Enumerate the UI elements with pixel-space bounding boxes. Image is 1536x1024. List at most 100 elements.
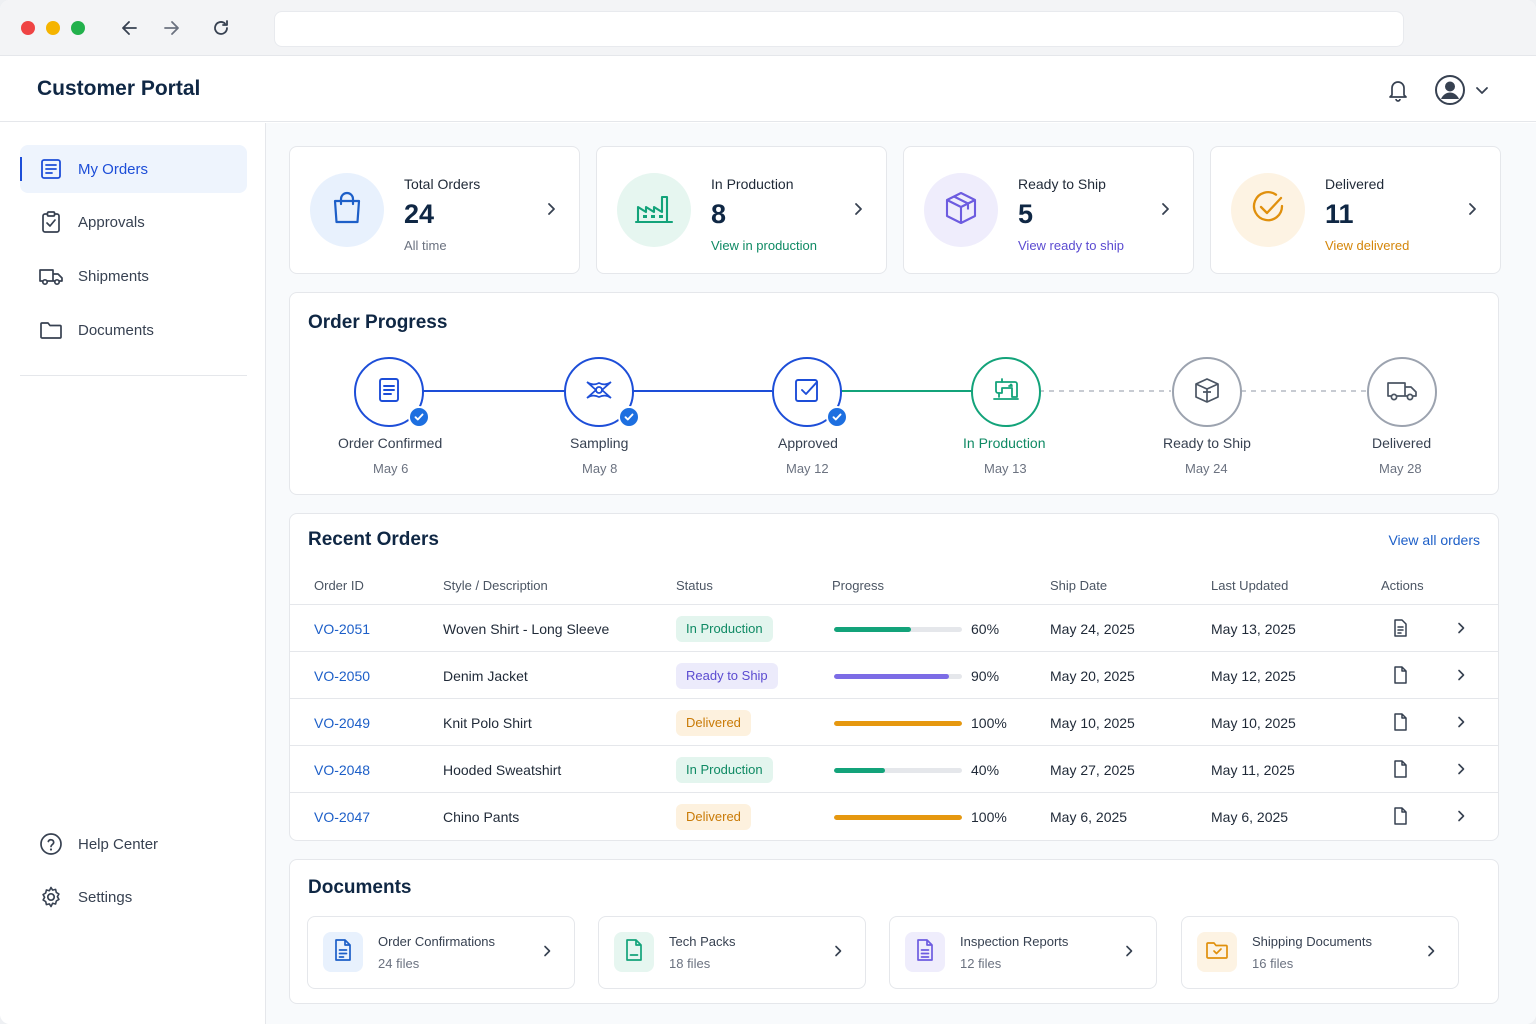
clipboard-check-icon <box>38 209 64 235</box>
user-avatar-icon[interactable] <box>1434 74 1466 106</box>
ship-date: May 10, 2025 <box>1050 715 1135 731</box>
doc-count: 18 files <box>669 956 711 971</box>
reload-icon[interactable] <box>209 16 233 40</box>
file-icon[interactable] <box>1390 806 1410 826</box>
stat-icon-circle <box>924 173 998 247</box>
file-icon[interactable] <box>1390 712 1410 732</box>
document-lines-icon[interactable] <box>1390 618 1410 638</box>
chevron-right-icon[interactable] <box>1452 619 1470 637</box>
chevron-right-icon[interactable] <box>1452 807 1470 825</box>
chevron-right-icon[interactable] <box>1462 199 1482 219</box>
table-row[interactable]: VO-2051 Woven Shirt - Long Sleeve In Pro… <box>290 604 1499 651</box>
sidebar-item-my-orders[interactable]: My Orders <box>20 145 247 193</box>
minimize-window-button[interactable] <box>46 21 60 35</box>
box-icon <box>1192 375 1222 410</box>
doc-name: Order Confirmations <box>378 934 496 949</box>
check-badge-icon <box>826 406 848 428</box>
step-date: May 24 <box>1185 461 1228 476</box>
step-date: May 13 <box>984 461 1027 476</box>
order-id-link[interactable]: VO-2051 <box>314 621 371 637</box>
stat-link[interactable]: View in production <box>711 238 817 253</box>
view-all-orders-link[interactable]: View all orders <box>1388 532 1480 548</box>
progress-percent: 100% <box>971 715 1007 731</box>
bell-icon[interactable] <box>1384 76 1412 104</box>
stat-link[interactable]: View delivered <box>1325 238 1410 253</box>
order-progress-panel: Order Progress Order Confirmed May 6 <box>289 292 1499 495</box>
step-name: Ready to Ship <box>1163 435 1251 451</box>
sidebar-item-settings[interactable]: Settings <box>20 873 247 921</box>
progress-connector <box>840 390 972 392</box>
chevron-right-icon[interactable] <box>541 199 561 219</box>
order-id-link[interactable]: VO-2050 <box>314 668 371 684</box>
sidebar-divider <box>20 375 247 376</box>
last-updated: May 11, 2025 <box>1211 762 1295 778</box>
column-header-progress: Progress <box>832 578 885 593</box>
stat-card-in-production[interactable]: In Production 8 View in production <box>596 146 887 274</box>
doc-count: 12 files <box>960 956 1002 971</box>
close-window-button[interactable] <box>21 21 35 35</box>
table-row[interactable]: VO-2049 Knit Polo Shirt Delivered 100% M… <box>290 698 1499 745</box>
back-arrow-icon[interactable] <box>118 16 142 40</box>
sidebar-item-approvals[interactable]: Approvals <box>20 198 247 246</box>
progress-connector <box>422 390 566 392</box>
last-updated: May 12, 2025 <box>1211 668 1296 684</box>
doc-card-shipping-documents[interactable]: Shipping Documents 16 files <box>1181 916 1459 989</box>
sidebar-item-documents[interactable]: Documents <box>20 306 247 354</box>
stat-icon-circle <box>617 173 691 247</box>
doc-card-order-confirmations[interactable]: Order Confirmations 24 files <box>307 916 575 989</box>
order-id-link[interactable]: VO-2049 <box>314 715 371 731</box>
chevron-right-icon[interactable] <box>1155 199 1175 219</box>
table-row[interactable]: VO-2048 Hooded Sweatshirt In Production … <box>290 745 1499 792</box>
sidebar-item-label: My Orders <box>78 160 149 178</box>
column-header-ship-date: Ship Date <box>1050 578 1108 593</box>
column-header-status: Status <box>676 578 713 593</box>
table-row[interactable]: VO-2050 Denim Jacket Ready to Ship 90% M… <box>290 651 1499 698</box>
order-id-link[interactable]: VO-2047 <box>314 809 371 825</box>
file-icon[interactable] <box>1390 759 1410 779</box>
stat-card-total-orders[interactable]: Total Orders 24 All time <box>289 146 580 274</box>
step-ring-current <box>971 357 1041 427</box>
stat-value: 11 <box>1325 199 1354 229</box>
chevron-right-icon[interactable] <box>1452 666 1470 684</box>
step-date: May 8 <box>582 461 618 476</box>
document-icon <box>332 938 354 967</box>
step-date: May 28 <box>1379 461 1422 476</box>
checkbox-icon <box>792 375 822 410</box>
step-name: Approved <box>778 435 838 451</box>
chevron-right-icon[interactable] <box>1120 942 1138 960</box>
stat-card-ready-to-ship[interactable]: Ready to Ship 5 View ready to ship <box>903 146 1194 274</box>
recent-orders-panel: Recent Orders View all orders Order ID S… <box>289 513 1499 841</box>
chevron-right-icon[interactable] <box>1452 760 1470 778</box>
forward-arrow-icon[interactable] <box>159 16 183 40</box>
chevron-right-icon[interactable] <box>848 199 868 219</box>
app-header: Customer Portal <box>0 56 1536 122</box>
progress-percent: 40% <box>971 762 1000 778</box>
table-row[interactable]: VO-2047 Chino Pants Delivered 100% May 6… <box>290 792 1499 839</box>
sidebar-item-shipments[interactable]: Shipments <box>20 252 247 300</box>
stat-label: In Production <box>711 176 794 192</box>
doc-icon-box <box>323 932 363 972</box>
order-id-link[interactable]: VO-2048 <box>314 762 371 778</box>
doc-card-tech-packs[interactable]: Tech Packs 18 files <box>598 916 866 989</box>
file-icon[interactable] <box>1390 665 1410 685</box>
chevron-right-icon[interactable] <box>1452 713 1470 731</box>
sidebar-item-help-center[interactable]: Help Center <box>20 820 247 868</box>
chevron-down-icon[interactable] <box>1472 80 1492 100</box>
stat-icon-circle <box>1231 173 1305 247</box>
maximize-window-button[interactable] <box>71 21 85 35</box>
stat-link[interactable]: View ready to ship <box>1018 238 1124 253</box>
stat-card-delivered[interactable]: Delivered 11 View delivered <box>1210 146 1501 274</box>
status-badge: In Production <box>676 757 773 783</box>
browser-toolbar <box>0 0 1536 56</box>
address-bar[interactable] <box>274 11 1404 47</box>
column-header-style: Style / Description <box>443 578 548 593</box>
progress-bar-fill <box>834 627 911 632</box>
chevron-right-icon[interactable] <box>829 942 847 960</box>
doc-card-inspection-reports[interactable]: Inspection Reports 12 files <box>889 916 1157 989</box>
chevron-right-icon[interactable] <box>1422 942 1440 960</box>
help-circle-icon <box>38 831 64 857</box>
check-circle-icon <box>1249 189 1287 232</box>
chevron-right-icon[interactable] <box>538 942 556 960</box>
sidebar-item-label: Settings <box>78 888 133 906</box>
